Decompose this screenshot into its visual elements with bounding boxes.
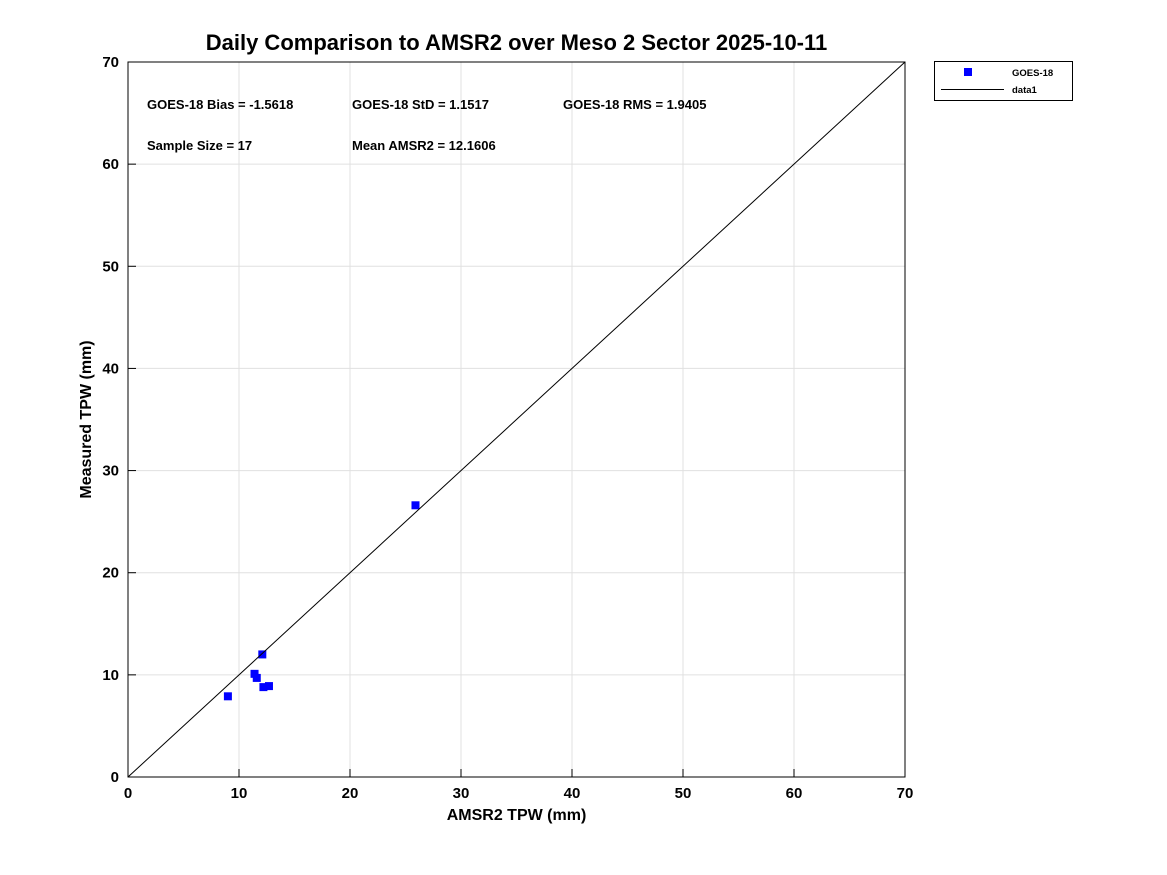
scatter-point: [252, 673, 261, 682]
scatter-point: [411, 501, 420, 510]
x-tick-label: 60: [786, 785, 803, 802]
x-tick-label: 10: [231, 785, 248, 802]
grid-layer: [128, 62, 905, 777]
x-tick-label: 30: [453, 785, 470, 802]
legend-square-marker-icon: [964, 68, 972, 76]
scatter-point: [223, 692, 232, 701]
scatter-point: [259, 683, 268, 692]
annotation-bias: GOES-18 Bias = -1.5618: [147, 97, 293, 112]
scatter-point: [250, 669, 259, 678]
scatter-point: [264, 682, 273, 691]
y-tick-label: 60: [102, 156, 119, 173]
axes-layer: 0 10 20 30 40 50 60 70 0 10 20 30 40 50 60 70: [102, 54, 913, 802]
y-tick-label: 0: [111, 769, 119, 786]
y-tick-label: 50: [102, 258, 119, 275]
annotation-sample-size: Sample Size = 17: [147, 138, 252, 153]
annotation-rms: GOES-18 RMS = 1.9405: [563, 97, 706, 112]
y-tick-label: 10: [102, 667, 119, 684]
annotation-mean-amsr2: Mean AMSR2 = 12.1606: [352, 138, 496, 153]
annotation-std: GOES-18 StD = 1.1517: [352, 97, 489, 112]
data-layer: [127, 61, 906, 778]
x-tick-label: 70: [897, 785, 914, 802]
x-tick-label: 20: [342, 785, 359, 802]
y-tick-label: 30: [102, 463, 119, 480]
x-tick-label: 50: [675, 785, 692, 802]
x-tick-label: 40: [564, 785, 581, 802]
identity-line: [127, 61, 906, 778]
y-axis-label: Measured TPW (mm): [78, 340, 95, 498]
y-tick-label: 70: [102, 54, 119, 71]
legend: GOES-18 data1: [934, 61, 1073, 101]
legend-box: [934, 61, 1073, 101]
chart-title: Daily Comparison to AMSR2 over Meso 2 Se…: [206, 30, 828, 55]
plot-border: [127, 61, 906, 778]
legend-label-goes18: GOES-18: [1012, 68, 1053, 79]
x-tick-label: 0: [124, 785, 132, 802]
x-axis-label: AMSR2 TPW (mm): [447, 807, 587, 824]
legend-label-data1: data1: [1012, 85, 1038, 96]
y-tick-label: 20: [102, 565, 119, 582]
scatter-point: [258, 650, 267, 659]
y-tick-label: 40: [102, 360, 119, 377]
